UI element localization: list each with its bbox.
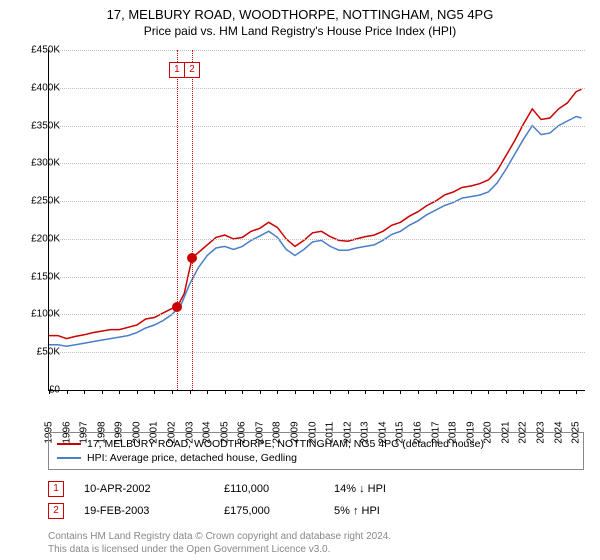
- event-date: 19-FEB-2003: [84, 505, 204, 517]
- legend-row: 17, MELBURY ROAD, WOODTHORPE, NOTTINGHAM…: [57, 437, 575, 451]
- x-tick: [67, 390, 68, 394]
- legend-row: HPI: Average price, detached house, Gedl…: [57, 451, 575, 465]
- x-tick: [418, 390, 419, 394]
- y-axis-label: £450K: [20, 45, 60, 56]
- chart-plot-area: 1995199619971998199920002001200220032004…: [48, 50, 585, 391]
- event-label-box: 2: [184, 62, 200, 78]
- y-axis-label: £400K: [20, 82, 60, 93]
- event-marker: [172, 302, 182, 312]
- y-axis-label: £300K: [20, 158, 60, 169]
- event-table-box: 2: [48, 503, 64, 519]
- x-tick: [154, 390, 155, 394]
- gridline: [49, 50, 585, 51]
- chart-title: 17, MELBURY ROAD, WOODTHORPE, NOTTINGHAM…: [0, 0, 600, 24]
- gridline: [49, 88, 585, 89]
- event-marker: [187, 253, 197, 263]
- x-tick: [119, 390, 120, 394]
- x-tick: [576, 390, 577, 394]
- x-tick: [523, 390, 524, 394]
- x-tick: [137, 390, 138, 394]
- gridline: [49, 314, 585, 315]
- event-pct: 14% ↓ HPI: [334, 483, 434, 495]
- event-price: £175,000: [224, 505, 314, 517]
- event-table-row: 2 19-FEB-2003 £175,000 5% ↑ HPI: [48, 500, 584, 522]
- y-axis-label: £100K: [20, 309, 60, 320]
- legend-label: 17, MELBURY ROAD, WOODTHORPE, NOTTINGHAM…: [87, 438, 484, 450]
- y-axis-label: £250K: [20, 196, 60, 207]
- y-axis-label: £200K: [20, 233, 60, 244]
- chart-legend: 17, MELBURY ROAD, WOODTHORPE, NOTTINGHAM…: [48, 432, 584, 470]
- gridline: [49, 277, 585, 278]
- y-axis-label: £0: [20, 385, 60, 396]
- gridline: [49, 201, 585, 202]
- event-label-box: 1: [169, 62, 185, 78]
- y-axis-label: £50K: [20, 347, 60, 358]
- series-line: [49, 117, 582, 347]
- event-price: £110,000: [224, 483, 314, 495]
- footer-line1: Contains HM Land Registry data © Crown c…: [48, 530, 391, 543]
- event-table-row: 1 10-APR-2002 £110,000 14% ↓ HPI: [48, 478, 584, 500]
- x-tick: [172, 390, 173, 394]
- x-tick: [84, 390, 85, 394]
- x-tick: [242, 390, 243, 394]
- legend-swatch: [57, 443, 81, 445]
- chart-footer: Contains HM Land Registry data © Crown c…: [48, 530, 391, 556]
- x-tick: [260, 390, 261, 394]
- x-tick: [400, 390, 401, 394]
- gridline: [49, 163, 585, 164]
- chart-subtitle: Price paid vs. HM Land Registry's House …: [0, 24, 600, 42]
- x-tick: [453, 390, 454, 394]
- x-tick: [330, 390, 331, 394]
- x-tick: [488, 390, 489, 394]
- legend-swatch: [57, 457, 81, 459]
- x-tick: [506, 390, 507, 394]
- event-table-box: 1: [48, 481, 64, 497]
- x-tick: [102, 390, 103, 394]
- x-tick: [471, 390, 472, 394]
- event-vline: [192, 50, 193, 390]
- x-tick: [365, 390, 366, 394]
- chart-lines: [49, 50, 585, 390]
- y-axis-label: £350K: [20, 120, 60, 131]
- gridline: [49, 352, 585, 353]
- gridline: [49, 239, 585, 240]
- x-tick: [348, 390, 349, 394]
- x-tick: [190, 390, 191, 394]
- y-axis-label: £150K: [20, 271, 60, 282]
- x-tick: [207, 390, 208, 394]
- legend-label: HPI: Average price, detached house, Gedl…: [87, 452, 297, 464]
- event-vline: [177, 50, 178, 390]
- chart-container: 17, MELBURY ROAD, WOODTHORPE, NOTTINGHAM…: [0, 0, 600, 560]
- x-tick: [225, 390, 226, 394]
- events-table: 1 10-APR-2002 £110,000 14% ↓ HPI 2 19-FEB-200…: [48, 478, 584, 522]
- x-tick: [559, 390, 560, 394]
- x-tick: [295, 390, 296, 394]
- footer-line2: This data is licensed under the Open Gov…: [48, 543, 391, 556]
- x-tick: [541, 390, 542, 394]
- x-tick: [383, 390, 384, 394]
- x-tick: [313, 390, 314, 394]
- gridline: [49, 126, 585, 127]
- x-tick: [277, 390, 278, 394]
- event-pct: 5% ↑ HPI: [334, 505, 434, 517]
- series-line: [49, 89, 582, 338]
- event-date: 10-APR-2002: [84, 483, 204, 495]
- x-tick: [436, 390, 437, 394]
